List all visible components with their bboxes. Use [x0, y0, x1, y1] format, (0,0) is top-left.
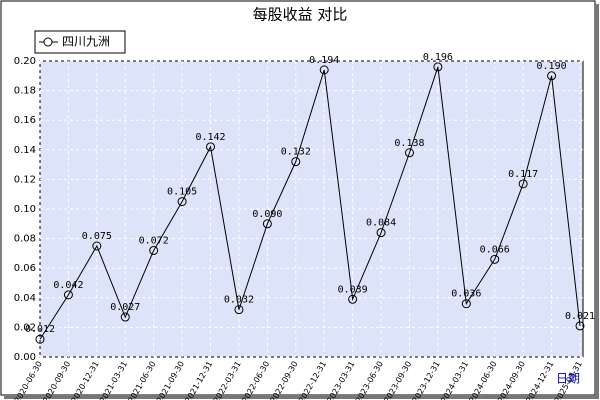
y-tick-label: 0.20: [14, 56, 36, 67]
data-point: [120, 312, 130, 322]
value-label: 0.066: [480, 244, 510, 255]
data-point: [547, 71, 557, 81]
shadow: [595, 4, 599, 399]
data-point: [575, 321, 585, 331]
data-point: [518, 179, 528, 189]
data-point: [206, 142, 216, 152]
value-label: 0.042: [53, 280, 83, 291]
y-tick-label: 0.10: [14, 204, 36, 215]
value-label: 0.196: [423, 52, 453, 63]
legend-label: 四川九洲: [62, 35, 110, 49]
chart-title: 每股收益 对比: [253, 6, 348, 24]
y-tick-label: 0.18: [14, 86, 36, 97]
y-tick-label: 0.06: [14, 263, 36, 274]
y-tick-label: 0.14: [14, 145, 36, 156]
value-label: 0.032: [224, 295, 254, 306]
value-label: 0.072: [139, 235, 169, 246]
y-tick-label: 0.00: [14, 352, 36, 363]
data-point: [92, 241, 102, 251]
y-tick-label: 0.12: [14, 174, 36, 185]
legend-marker: [43, 37, 53, 47]
data-point: [348, 294, 358, 304]
series-line: [39, 66, 581, 340]
value-label: 0.075: [82, 231, 112, 242]
value-label: 0.105: [167, 187, 197, 198]
data-point: [234, 305, 244, 315]
value-label: 0.142: [195, 132, 225, 143]
value-label: 0.039: [338, 284, 368, 295]
value-label: 0.194: [309, 55, 339, 66]
value-label: 0.036: [451, 289, 481, 300]
data-point: [319, 65, 329, 75]
data-point: [433, 62, 443, 72]
data-point: [149, 245, 159, 255]
value-label: 0.090: [252, 209, 282, 220]
data-point: [262, 219, 272, 229]
data-point: [35, 334, 45, 344]
value-label: 0.138: [394, 138, 424, 149]
y-tick-label: 0.08: [14, 234, 36, 245]
value-label: 0.021: [565, 311, 595, 322]
y-tick-label: 0.02: [14, 322, 36, 333]
value-label: 0.117: [508, 169, 538, 180]
value-label: 0.027: [110, 302, 140, 313]
data-point: [291, 157, 301, 167]
value-label: 0.084: [366, 218, 396, 229]
y-tick-label: 0.04: [14, 293, 36, 304]
value-label: 0.132: [281, 147, 311, 158]
data-point: [177, 197, 187, 207]
shadow: [4, 395, 599, 399]
data-point: [376, 228, 386, 238]
x-axis-label: 日期: [556, 372, 580, 386]
y-tick-label: 0.16: [14, 115, 36, 126]
legend-box: [34, 30, 126, 54]
data-point: [404, 148, 414, 158]
data-point: [490, 254, 500, 264]
data-point: [461, 299, 471, 309]
value-label: 0.190: [537, 61, 567, 72]
value-label: 0.012: [25, 324, 55, 335]
data-point: [63, 290, 73, 300]
